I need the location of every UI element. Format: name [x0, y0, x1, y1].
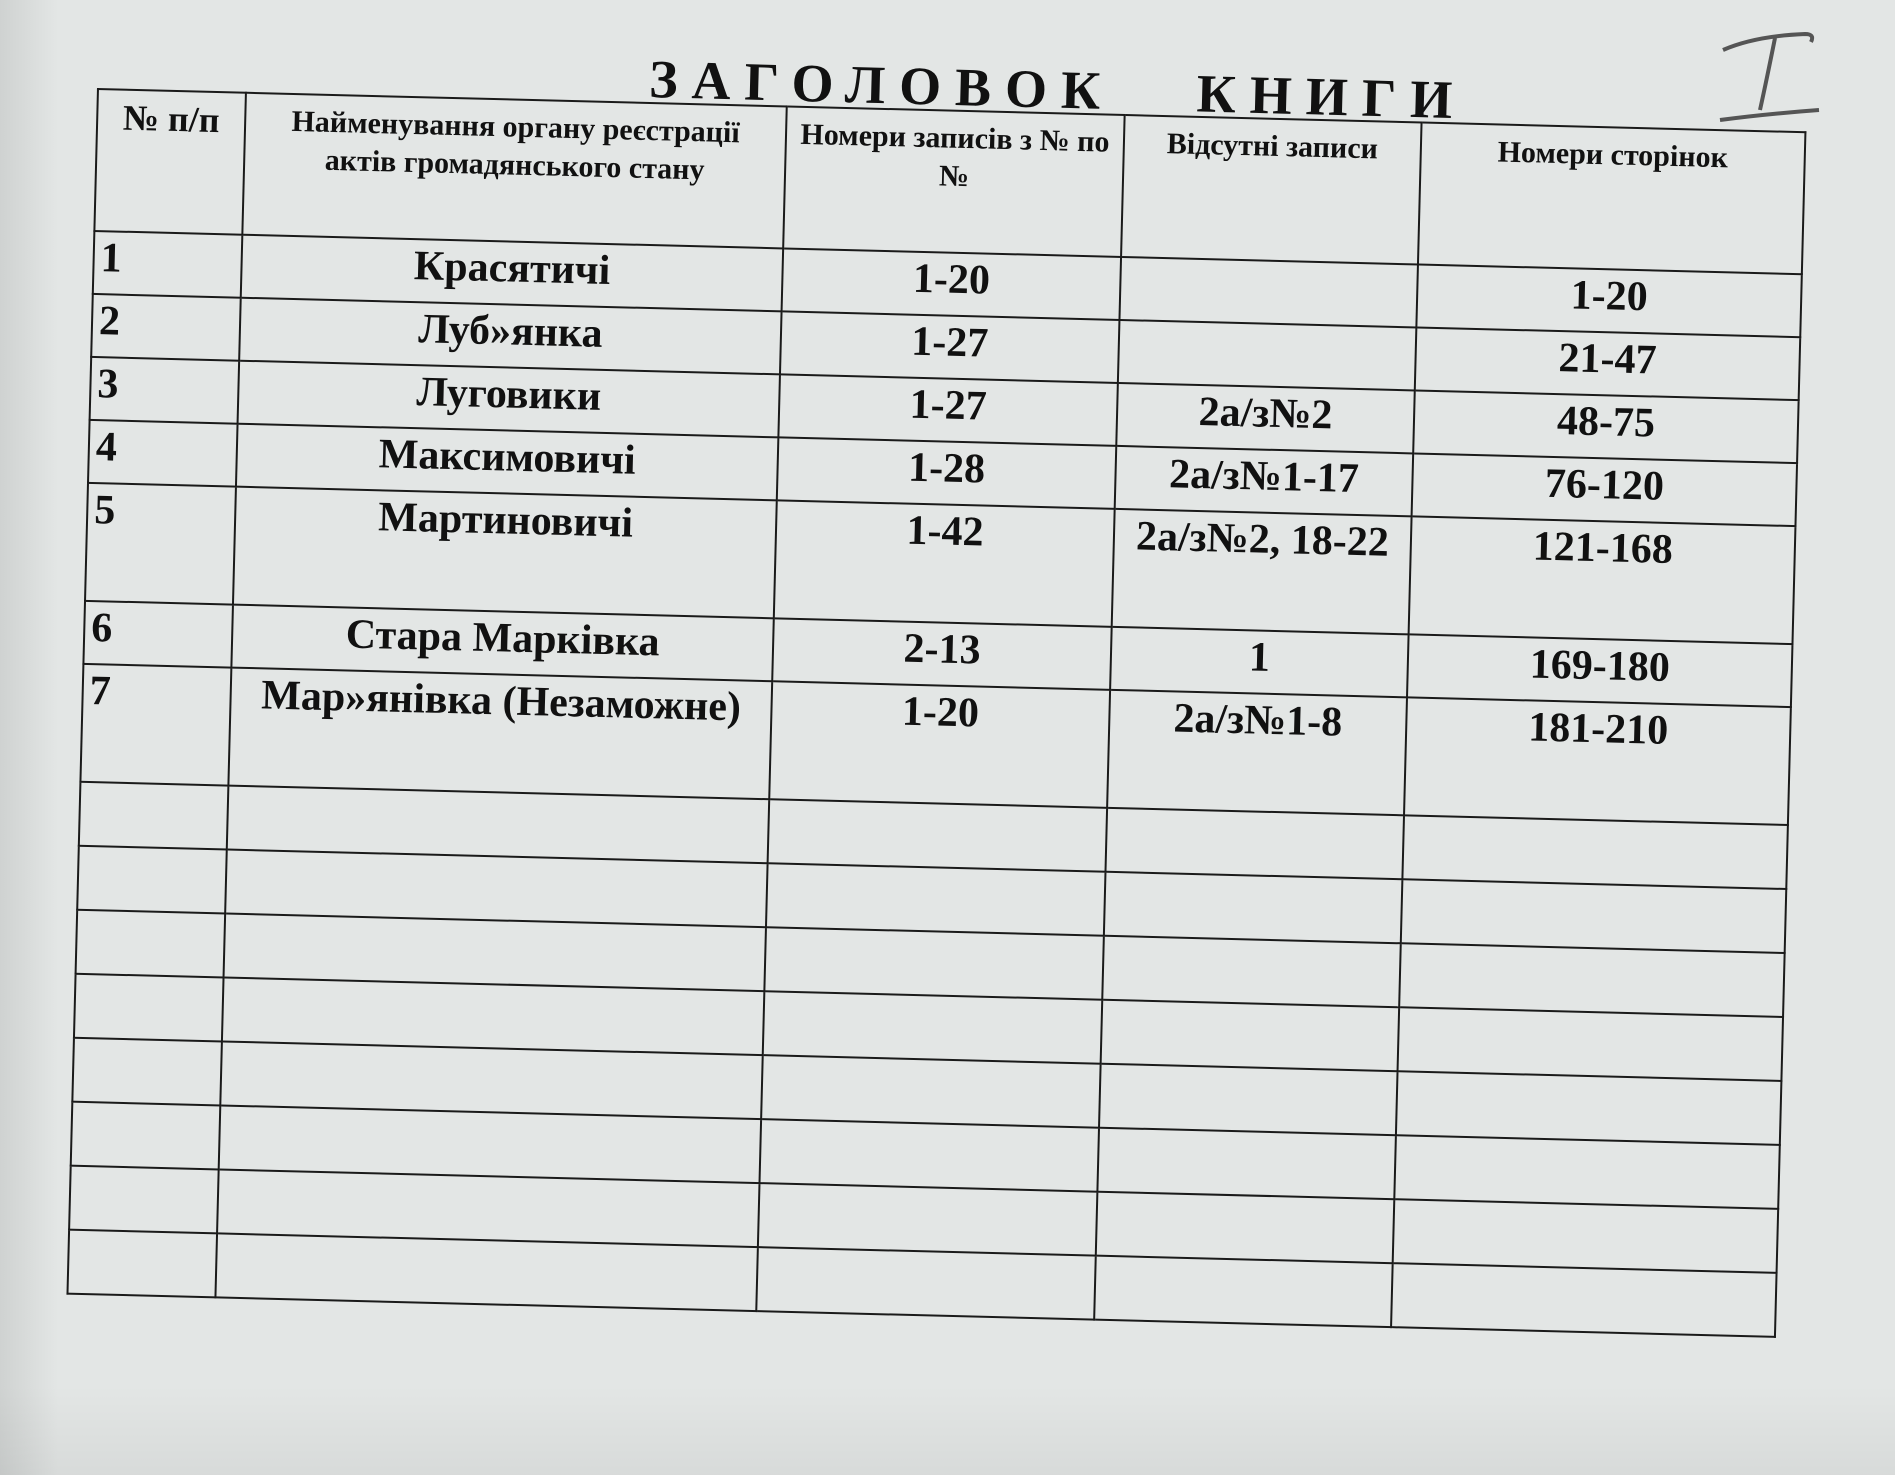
cell-pages: 76-120 — [1411, 453, 1798, 527]
cell-num: 6 — [83, 600, 233, 668]
empty-cell — [69, 1165, 219, 1234]
cell-pages: 169-180 — [1407, 634, 1793, 708]
cell-records: 2-13 — [772, 618, 1112, 690]
empty-cell — [767, 799, 1108, 872]
empty-cell — [1094, 1255, 1393, 1328]
empty-cell — [1100, 999, 1400, 1072]
empty-cell — [1095, 1191, 1395, 1264]
empty-cell — [1099, 1063, 1398, 1136]
cell-missing — [1119, 256, 1418, 328]
empty-cell — [762, 991, 1103, 1064]
empty-cell — [75, 909, 226, 978]
cell-missing — [1117, 319, 1417, 391]
empty-cell — [67, 1229, 218, 1298]
empty-cell — [765, 863, 1106, 936]
page-shadow — [0, 1385, 1895, 1475]
cell-num: 1 — [92, 230, 243, 298]
header-number: № п/п — [94, 89, 246, 235]
cell-num: 4 — [88, 419, 238, 487]
empty-cell — [77, 845, 227, 914]
empty-cell — [1103, 871, 1403, 944]
cell-missing: 2а/з№2, 18-22 — [1111, 508, 1412, 635]
empty-cell — [1395, 1071, 1782, 1145]
cell-records: 1-27 — [778, 374, 1118, 446]
cell-name: Мар»янівка (Незаможне) — [228, 667, 773, 800]
cell-missing: 2а/з№2 — [1116, 382, 1415, 454]
empty-cell — [1391, 1263, 1777, 1337]
empty-cell — [1400, 879, 1787, 953]
empty-cell — [1392, 1199, 1779, 1273]
empty-cell — [1097, 1127, 1396, 1200]
cell-records: 1-20 — [781, 248, 1122, 320]
cell-records: 1-28 — [776, 437, 1117, 509]
cell-num: 2 — [91, 293, 241, 361]
empty-cell — [72, 1037, 222, 1106]
binding-edge — [0, 0, 58, 1475]
cell-missing: 2а/з№1-8 — [1107, 689, 1408, 816]
empty-cell — [756, 1247, 1096, 1320]
empty-cell — [1105, 807, 1405, 880]
cell-num: 3 — [89, 356, 240, 424]
book-header-table: № п/п Найменування органу реєстрації акт… — [66, 88, 1806, 1338]
cell-pages: 1-20 — [1416, 264, 1802, 338]
cell-pages: 121-168 — [1408, 516, 1796, 645]
cell-records: 1-42 — [773, 500, 1115, 627]
empty-cell — [1402, 815, 1788, 890]
cell-records: 1-27 — [779, 311, 1120, 383]
cell-num: 7 — [80, 663, 232, 786]
cell-missing: 1 — [1110, 626, 1409, 698]
cell-name: Мартиновичі — [232, 486, 777, 619]
empty-cell — [761, 1055, 1101, 1128]
empty-cell — [73, 973, 224, 1042]
header-page-numbers: Номери сторінок — [1417, 122, 1806, 275]
cell-records: 1-20 — [769, 681, 1111, 808]
cell-pages: 181-210 — [1404, 697, 1791, 826]
empty-cell — [215, 1233, 758, 1312]
cell-pages: 21-47 — [1414, 327, 1801, 401]
empty-cell — [1102, 935, 1401, 1008]
cell-num: 5 — [85, 482, 236, 605]
header-registry-name: Найменування органу реєстрації актів гро… — [242, 92, 787, 249]
empty-cell — [78, 781, 229, 850]
header-record-numbers: Номери записів з № по № — [783, 106, 1125, 257]
empty-cell — [1394, 1135, 1780, 1209]
empty-cell — [759, 1119, 1100, 1192]
header-missing-records: Відсутні записи — [1121, 115, 1422, 265]
handwritten-roman-numeral-mark — [1719, 31, 1820, 122]
cell-pages: 48-75 — [1413, 390, 1799, 464]
empty-cell — [764, 927, 1104, 1000]
cell-missing: 2а/з№1-17 — [1114, 445, 1414, 517]
empty-cell — [70, 1101, 221, 1170]
empty-cell — [1397, 1007, 1784, 1081]
empty-cell — [757, 1183, 1098, 1256]
empty-cell — [1399, 943, 1785, 1017]
